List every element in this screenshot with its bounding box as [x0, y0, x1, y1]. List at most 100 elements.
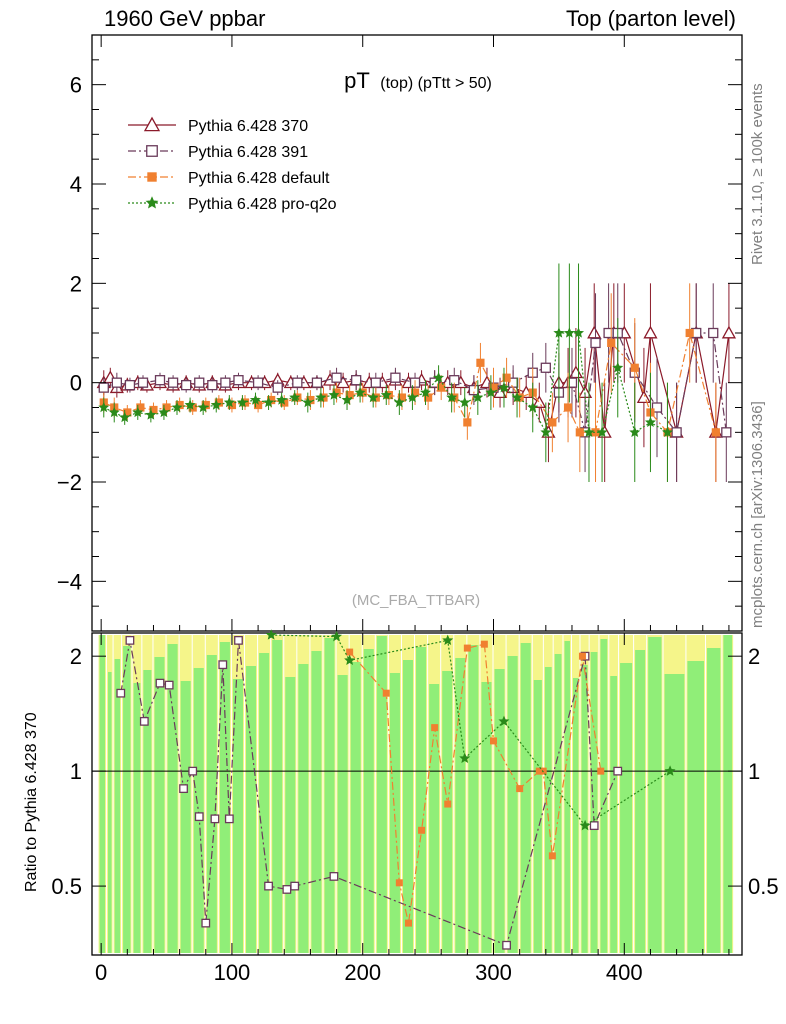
legend-marker: [146, 145, 158, 157]
ratio-point: [331, 630, 343, 642]
data-point: [644, 416, 656, 428]
legend-label: Pythia 6.428 pro-q2o: [188, 196, 337, 213]
ratio-band-green: [564, 641, 570, 953]
data-point: [341, 394, 353, 405]
data-point: [331, 372, 342, 383]
ratio-point: [664, 765, 676, 776]
ratio-point: [442, 634, 454, 646]
ratio-band-green: [193, 668, 204, 953]
y-tick-label: 4: [70, 172, 82, 197]
data-point: [643, 325, 658, 339]
ratio-band-green: [455, 658, 466, 953]
data-point: [108, 406, 120, 418]
x-tick-label: 200: [344, 960, 381, 985]
data-point: [124, 379, 136, 391]
ratio-point: [589, 821, 599, 831]
ratio-point: [201, 918, 211, 928]
ratio-band-green: [272, 640, 283, 953]
data-point: [485, 386, 497, 398]
y-tick-label: 0: [70, 371, 82, 396]
ratio-band-green: [494, 669, 505, 953]
ratio-band-green: [376, 636, 387, 953]
legend: Pythia 6.428 370 Pythia 6.428 391 Pythia 6…: [128, 116, 337, 213]
ratio-band-green: [554, 654, 562, 953]
data-point: [446, 391, 458, 403]
y-tick-label: 6: [70, 73, 82, 98]
ratio-point: [463, 644, 471, 652]
ratio-point: [282, 885, 292, 894]
ratio-band-green: [123, 646, 131, 953]
data-point: [498, 381, 510, 393]
data-point: [511, 391, 523, 403]
data-point: [315, 391, 327, 403]
data-point: [476, 358, 485, 367]
ratio-point: [218, 660, 228, 670]
ratio-y-tick-label: 2: [70, 644, 82, 669]
data-point: [459, 396, 471, 408]
x-tick-label: 300: [475, 960, 512, 985]
data-point: [207, 379, 218, 391]
ratio-point: [382, 689, 390, 697]
ratio-point: [490, 737, 498, 745]
ratio-point: [597, 767, 605, 775]
ratio-band-green: [154, 657, 165, 953]
ratio-point: [116, 688, 126, 698]
data-point: [406, 391, 418, 403]
data-point: [380, 389, 392, 400]
ratio-band-green: [311, 651, 322, 953]
x-tick-label: 400: [606, 960, 643, 985]
data-point: [540, 426, 552, 438]
data-point: [98, 401, 110, 413]
data-point: [98, 382, 109, 393]
ratio-point: [395, 879, 403, 887]
data-point: [158, 406, 170, 418]
ratio-band-green: [298, 664, 309, 953]
data-point: [671, 427, 682, 438]
ratio-band-green: [363, 649, 374, 953]
ratio-point: [234, 635, 243, 645]
ratio-band-green: [664, 674, 685, 953]
data-point: [328, 389, 340, 400]
ratio-band-green: [600, 639, 608, 953]
data-point: [636, 390, 652, 404]
data-point: [367, 391, 379, 403]
data-point: [210, 399, 222, 410]
ratio-band-green: [581, 665, 588, 953]
x-tick-label: 0: [95, 960, 107, 985]
ratio-band-green: [285, 677, 296, 953]
data-point: [429, 377, 440, 388]
ratio-band-green: [723, 635, 733, 953]
ratio-band-green: [533, 680, 542, 953]
data-point: [711, 428, 720, 437]
main-series-group: [96, 263, 737, 482]
data-point: [590, 337, 601, 349]
ratio-band-green: [520, 643, 531, 953]
data-point: [587, 325, 602, 339]
ratio-point: [125, 635, 135, 645]
data-point: [612, 362, 624, 373]
data-point: [532, 395, 547, 408]
data-point: [194, 377, 205, 388]
data-point: [661, 426, 673, 438]
ratio-point: [139, 716, 149, 726]
data-point: [721, 325, 737, 339]
ratio-band-green: [337, 675, 348, 953]
data-point: [419, 386, 432, 398]
data-point: [393, 396, 405, 408]
data-point: [252, 377, 264, 388]
ratio-point: [444, 800, 452, 808]
data-point: [220, 377, 231, 388]
data-point: [167, 377, 179, 388]
ratio-band-green: [167, 644, 178, 953]
chart-title: pT (top) (pTtt > 50): [344, 68, 492, 93]
chart-title-main: pT: [344, 68, 370, 93]
analysis-label: (MC_FBA_TTBAR): [352, 592, 480, 609]
data-point: [236, 396, 248, 408]
ratio-band-green: [389, 673, 400, 953]
data-point: [197, 401, 209, 413]
data-point: [184, 399, 196, 410]
ratio-band-green: [429, 684, 440, 953]
ratio-band-green: [507, 656, 518, 953]
ratio-point: [155, 678, 165, 688]
